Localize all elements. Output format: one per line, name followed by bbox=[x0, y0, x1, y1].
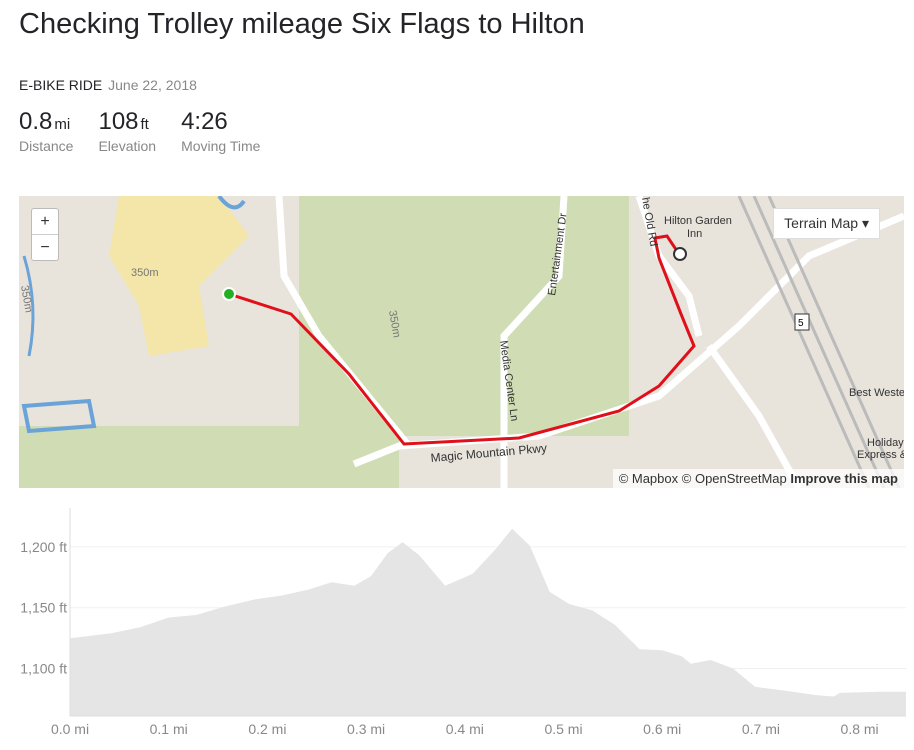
lake bbox=[21, 398, 97, 434]
y-tick-label: 1,100 ft bbox=[20, 661, 67, 677]
mapbox-link[interactable]: © Mapbox bbox=[618, 471, 679, 486]
x-tick-label: 0.5 mi bbox=[544, 721, 582, 737]
stat-value: 0.8 bbox=[19, 108, 53, 135]
x-tick-label: 0.6 mi bbox=[643, 721, 681, 737]
y-tick-label: 1,200 ft bbox=[20, 539, 67, 555]
road-label: he Old Rd bbox=[639, 196, 659, 247]
stream bbox=[22, 255, 35, 357]
poi-label: Hilton Garden bbox=[664, 215, 732, 227]
stat-label: Elevation bbox=[98, 138, 157, 154]
stat-unit: ft bbox=[140, 116, 149, 133]
stat-moving-time: 4:26 Moving Time bbox=[181, 108, 260, 154]
park-area bbox=[299, 196, 629, 436]
poi-label: Best Weste bbox=[849, 387, 904, 399]
route-line bbox=[228, 234, 696, 446]
freeway bbox=[737, 196, 901, 488]
activity-title: Checking Trolley mileage Six Flags to Hi… bbox=[19, 8, 585, 40]
caret-down-icon: ▾ bbox=[861, 215, 869, 231]
activity-type: E-BIKE RIDE bbox=[19, 77, 103, 93]
x-tick-label: 0.4 mi bbox=[446, 721, 484, 737]
x-tick-label: 0.7 mi bbox=[742, 721, 780, 737]
activity-meta: E-BIKE RIDE June 22, 2018 bbox=[19, 77, 197, 93]
hills-area bbox=[19, 426, 399, 488]
x-tick-label: 0.3 mi bbox=[347, 721, 385, 737]
x-tick-label: 0.1 mi bbox=[150, 721, 188, 737]
stat-label: Moving Time bbox=[181, 138, 261, 154]
stat-value: 108 bbox=[98, 108, 139, 135]
stat-unit: mi bbox=[54, 116, 71, 133]
contour-label: 350m bbox=[19, 284, 35, 313]
zoom-out-button[interactable]: − bbox=[32, 234, 58, 260]
map-type-dropdown[interactable]: Terrain Map ▾ bbox=[773, 208, 880, 239]
stats: 0.8 mi Distance 108 ft Elevation 4:26 Movi… bbox=[19, 108, 260, 154]
finish-flag-icon[interactable] bbox=[673, 247, 687, 261]
elevation-chart[interactable]: 1,100 ft 1,150 ft 1,200 ft 0.0 mi 0.1 mi 0.2 … bbox=[0, 500, 914, 750]
contour-label: 350m bbox=[131, 267, 159, 279]
freeway-label: 5 bbox=[798, 318, 804, 329]
activity-date: June 22, 2018 bbox=[108, 77, 197, 93]
stream bbox=[217, 196, 246, 210]
osm-link[interactable]: © OpenStreetMap bbox=[681, 471, 787, 486]
stat-value: 4:26 bbox=[181, 108, 228, 135]
improve-map-link[interactable]: Improve this map bbox=[790, 471, 898, 486]
elevation-area[interactable] bbox=[70, 528, 906, 716]
zoom-in-button[interactable]: + bbox=[40, 213, 50, 230]
freeway-shield-icon bbox=[794, 313, 810, 331]
roads bbox=[275, 196, 904, 488]
start-marker-icon[interactable] bbox=[222, 287, 236, 301]
x-tick-label: 0.0 mi bbox=[51, 721, 89, 737]
poi-label: Express & bbox=[857, 449, 904, 461]
poi-label: Inn bbox=[687, 228, 702, 240]
stat-label: Distance bbox=[19, 138, 74, 154]
stat-elevation: 108 ft Elevation bbox=[98, 108, 156, 154]
x-tick-label: 0.2 mi bbox=[248, 721, 286, 737]
map-canvas[interactable]: Hilton Garden Inn he Old Rd Entertainmen… bbox=[19, 196, 904, 488]
y-tick-label: 1,150 ft bbox=[20, 600, 67, 616]
contour-label: 350m bbox=[386, 309, 403, 338]
zoom-controls: + − bbox=[31, 208, 59, 261]
stat-distance: 0.8 mi Distance bbox=[19, 108, 73, 154]
x-tick-label: 0.8 mi bbox=[841, 721, 879, 737]
poi-label: Holiday bbox=[867, 437, 904, 449]
map-type-label: Terrain Map bbox=[784, 215, 859, 231]
map-attribution: © Mapbox © OpenStreetMap Improve this ma… bbox=[612, 469, 904, 488]
route-map[interactable]: Hilton Garden Inn he Old Rd Entertainmen… bbox=[19, 196, 904, 488]
theme-park-area bbox=[109, 196, 249, 356]
